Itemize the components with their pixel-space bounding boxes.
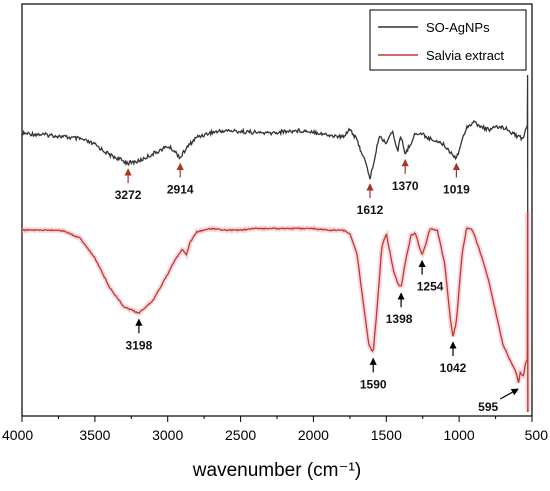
peak-label-1019: 1019 bbox=[443, 183, 470, 197]
x-tick-label-1000: 1000 bbox=[444, 427, 475, 443]
series-line-so-agnps bbox=[21, 74, 529, 413]
series-line-salvia-extract bbox=[22, 211, 529, 413]
legend-label-so-agnps: SO-AgNPs bbox=[426, 20, 490, 35]
peak-label-1612: 1612 bbox=[357, 203, 384, 217]
x-tick-label-2000: 2000 bbox=[298, 427, 329, 443]
x-tick-label-2500: 2500 bbox=[225, 427, 256, 443]
annotation-layer: 3272 2914 1612 1370 1019 3198 1590 1398 1254 1042… bbox=[115, 159, 519, 414]
x-tick-label-4000: 4000 bbox=[2, 427, 33, 443]
legend-label-salvia-extract: Salvia extract bbox=[426, 48, 504, 63]
x-axis: 4000 3500 3000 2500 2000 1500 1000 500 bbox=[2, 416, 548, 443]
legend-box bbox=[369, 9, 527, 71]
peak-label-595: 595 bbox=[478, 400, 498, 414]
peak-label-1370: 1370 bbox=[392, 179, 419, 193]
peak-arrow-595 bbox=[499, 388, 519, 400]
peak-label-1590: 1590 bbox=[360, 377, 387, 391]
x-tick-label-500: 500 bbox=[525, 427, 549, 443]
plot-frame bbox=[21, 3, 533, 417]
peak-label-3272: 3272 bbox=[115, 188, 142, 202]
peak-label-3198: 3198 bbox=[126, 338, 153, 352]
peak-label-1042: 1042 bbox=[440, 361, 467, 375]
x-axis-label: wavenumber (cm⁻¹) bbox=[192, 460, 361, 481]
series-layer bbox=[21, 74, 531, 413]
peak-label-1254: 1254 bbox=[417, 280, 444, 294]
peak-label-2914: 2914 bbox=[167, 183, 194, 197]
peak-label-1398: 1398 bbox=[386, 312, 413, 326]
x-tick-label-1500: 1500 bbox=[371, 427, 402, 443]
x-tick-label-3500: 3500 bbox=[79, 427, 110, 443]
x-tick-label-3000: 3000 bbox=[152, 427, 183, 443]
legend: SO-AgNPs Salvia extract bbox=[369, 9, 527, 71]
